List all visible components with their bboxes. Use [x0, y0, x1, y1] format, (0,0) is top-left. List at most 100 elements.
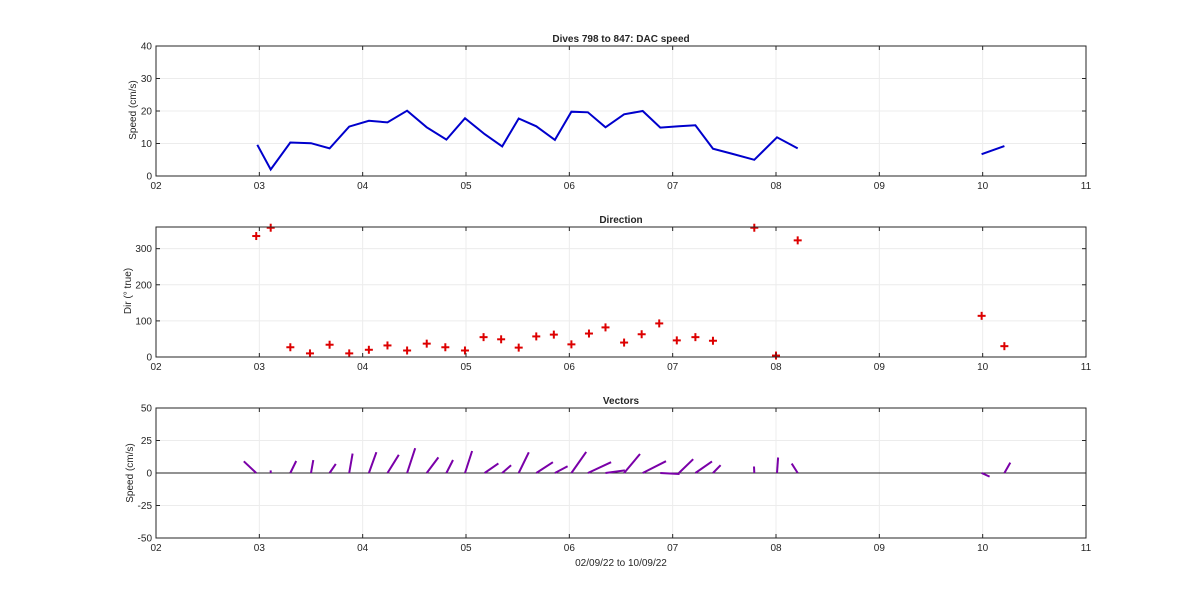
speed-x-tick-label: 04 [357, 181, 369, 192]
vector-stick [1003, 462, 1012, 474]
speed-y-tick-label: 30 [141, 74, 153, 85]
vector-stick [981, 472, 991, 478]
speed-y-tick-label: 10 [141, 139, 153, 150]
vectors-panel: Vectors Speed (cm/s) 02/09/22 to 10/09/2… [125, 396, 1092, 569]
speed-x-tick-label: 08 [770, 181, 782, 192]
vectors-panel-title: Vectors [603, 396, 640, 407]
direction-point [567, 340, 576, 349]
direction-point [750, 223, 759, 232]
vector-stick [484, 462, 499, 474]
direction-axes-frame [155, 226, 1087, 358]
vector-stick [328, 463, 337, 474]
direction-point [691, 333, 700, 342]
direction-point [286, 343, 295, 352]
vectors-x-tick-label: 10 [977, 543, 989, 554]
vector-stick [623, 453, 641, 474]
direction-point [497, 335, 506, 344]
vector-stick [310, 459, 315, 474]
vectors-panel-ylabel: Speed (cm/s) [125, 443, 136, 502]
speed-panel: Dives 798 to 847: DAC speed Speed (cm/s)… [128, 34, 1092, 192]
direction-point [383, 341, 392, 350]
vectors-panel-xlabel: 02/09/22 to 10/09/22 [575, 558, 667, 569]
vector-stick [386, 454, 400, 474]
direction-x-tick-label: 11 [1081, 362, 1092, 373]
vectors-x-tick-label: 08 [770, 543, 782, 554]
speed-x-tick-label: 03 [254, 181, 266, 192]
direction-point [422, 339, 431, 348]
speed-x-tick-label: 09 [874, 181, 886, 192]
speed-panel-title: Dives 798 to 847: DAC speed [552, 34, 689, 45]
vector-stick [425, 456, 440, 474]
vector-stick [464, 450, 474, 474]
vector-stick [694, 460, 713, 474]
vector-stick [790, 463, 799, 474]
direction-point [532, 332, 541, 341]
speed-y-tick-label: 40 [141, 42, 153, 53]
vectors-y-tick-label: 25 [141, 436, 153, 447]
speed-y-tick-label: 20 [141, 107, 153, 118]
direction-point [549, 330, 558, 339]
vectors-x-tick-label: 06 [564, 543, 576, 554]
vector-stick [517, 451, 530, 474]
direction-point [601, 323, 610, 332]
direction-y-tick-label: 100 [135, 316, 152, 327]
vector-stick [501, 464, 512, 474]
speed-x-tick-label: 06 [564, 181, 576, 192]
direction-point [672, 336, 681, 345]
vectors-y-tick-label: -25 [138, 501, 153, 512]
direction-point [977, 311, 986, 320]
direction-x-tick-label: 03 [254, 362, 266, 373]
direction-point [708, 336, 717, 345]
vectors-x-tick-label: 11 [1081, 543, 1092, 554]
speed-y-tick-label: 0 [146, 172, 152, 183]
direction-point [793, 236, 802, 245]
speed-series-line [981, 145, 1005, 156]
direction-point [460, 346, 469, 355]
vectors-x-tick-label: 03 [254, 543, 266, 554]
direction-point [655, 319, 664, 328]
vectors-y-tick-label: 50 [141, 404, 153, 415]
vector-stick [570, 451, 588, 474]
speed-x-tick-label: 02 [150, 181, 162, 192]
direction-point [345, 349, 354, 358]
vector-stick [587, 461, 612, 474]
direction-x-tick-label: 06 [564, 362, 576, 373]
speed-x-tick-label: 07 [667, 181, 679, 192]
direction-point [441, 343, 450, 352]
direction-x-tick-label: 07 [667, 362, 679, 373]
direction-point [252, 232, 261, 241]
vector-stick [642, 460, 667, 474]
direction-point [364, 345, 373, 354]
vector-stick [660, 472, 680, 475]
direction-axes-background [156, 227, 1086, 357]
vectors-x-tick-label: 05 [460, 543, 472, 554]
speed-plot-area: 02 03 04 05 06 07 08 09 10 11 0 10 20 30 40 [141, 42, 1092, 193]
direction-point [514, 343, 523, 352]
direction-x-tick-label: 02 [150, 362, 162, 373]
direction-point [266, 223, 275, 232]
vectors-x-tick-label: 02 [150, 543, 162, 554]
vectors-plot-area: 02 03 04 05 06 07 08 09 10 11 -50 -25 0 25 50 [138, 404, 1092, 555]
direction-panel-title: Direction [599, 215, 642, 226]
vector-stick [554, 465, 569, 474]
direction-plot-area: 02 03 04 05 06 07 08 09 10 11 0 100 200 300 [135, 223, 1092, 373]
direction-point [620, 338, 629, 347]
vector-stick [776, 457, 780, 474]
direction-x-tick-label: 10 [977, 362, 989, 373]
direction-y-tick-label: 300 [135, 244, 152, 255]
direction-point [584, 329, 593, 338]
direction-x-tick-label: 04 [357, 362, 369, 373]
vector-stick [535, 461, 554, 474]
direction-panel-ylabel: Dir (° true) [123, 268, 134, 314]
vector-stick [605, 469, 626, 474]
direction-y-tick-label: 200 [135, 280, 152, 291]
direction-point [479, 333, 488, 342]
direction-panel: Direction Dir (° true) 02 03 04 05 06 07 08 09 1… [123, 215, 1092, 373]
vector-stick [406, 447, 417, 474]
vectors-x-tick-label: 09 [874, 543, 886, 554]
vectors-x-tick-label: 04 [357, 543, 369, 554]
direction-x-tick-label: 08 [770, 362, 782, 373]
speed-panel-ylabel: Speed (cm/s) [128, 80, 139, 139]
vector-stick [243, 460, 257, 474]
